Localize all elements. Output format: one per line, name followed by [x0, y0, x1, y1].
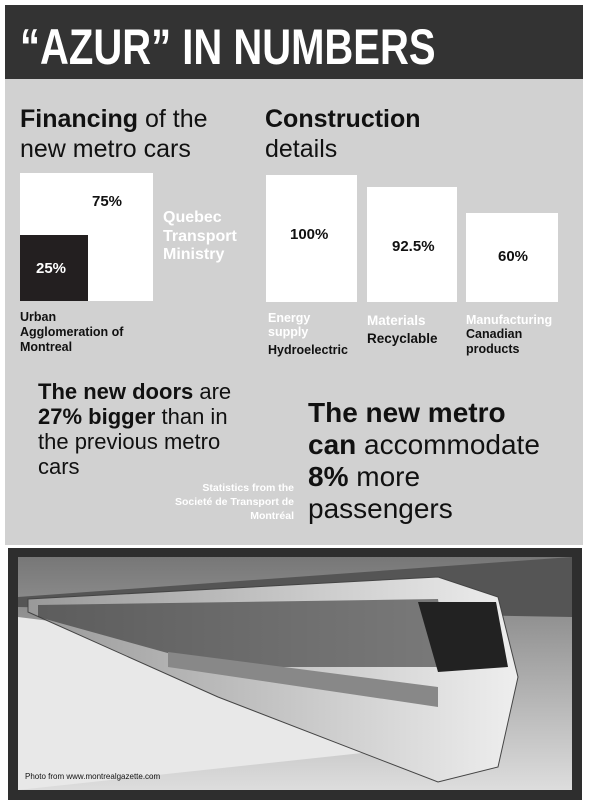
detail-category: Materials — [367, 313, 426, 328]
photo — [18, 557, 572, 790]
share-small-value: 25% — [36, 260, 67, 277]
text: accommodate — [364, 429, 540, 460]
construction-heading: Construction details — [265, 104, 465, 164]
header-band — [5, 5, 583, 79]
train-stripe — [168, 652, 438, 707]
heading-bold: Financing — [20, 105, 139, 133]
text-bold: The new doors — [38, 379, 194, 404]
share-small-box — [20, 235, 88, 301]
detail-box — [466, 213, 558, 302]
doors-text: The new doors are 27% bigger than in the… — [38, 379, 238, 479]
financing-heading: Financing of the new metro cars — [20, 104, 220, 164]
heading-rest: of the new metro cars — [20, 105, 208, 163]
platform — [18, 617, 418, 790]
text-bold: 27% bigger — [38, 404, 156, 429]
text-bold: 8% — [308, 461, 349, 492]
title: “AZUR” IN NUMBERS — [20, 19, 436, 75]
detail-label: Recyclable — [367, 331, 438, 346]
text-bold: The new metro can — [308, 397, 506, 460]
detail-value: 92.5% — [392, 238, 435, 255]
text: more passengers — [308, 461, 453, 524]
detail-label: Canadian products — [466, 327, 523, 356]
text: than in the previous metro cars — [38, 404, 228, 479]
share-large-value: 75% — [92, 193, 123, 210]
train-windshield — [418, 602, 508, 672]
detail-box — [367, 187, 457, 302]
heading-rest: details — [265, 135, 338, 163]
photo-caption: Photo from www.montrealgazette.com — [25, 772, 161, 781]
source-note: Statistics from the Societé de Transport… — [174, 482, 294, 522]
train-windows — [38, 599, 448, 667]
capacity-text: The new metro can accommodate 8% more pa… — [308, 397, 548, 525]
detail-value: 60% — [498, 248, 529, 265]
share-large-label: Quebec Transport Ministry — [163, 209, 237, 263]
detail-value: 100% — [290, 226, 329, 243]
share-small-label: Urban Agglomeration of Montreal — [20, 310, 124, 354]
text: are — [199, 379, 232, 404]
heading-bold: Construction — [265, 105, 421, 133]
detail-category: Manufacturing — [466, 313, 553, 327]
detail-label: Hydroelectric — [268, 343, 348, 357]
detail-category: Energy supply — [268, 311, 311, 339]
detail-box — [266, 175, 357, 302]
